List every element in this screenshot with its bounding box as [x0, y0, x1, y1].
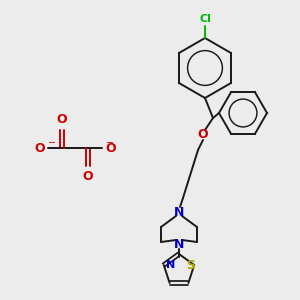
- Text: O: O: [57, 113, 67, 126]
- Text: N: N: [174, 206, 184, 218]
- Text: O: O: [198, 128, 208, 140]
- Text: Cl: Cl: [199, 14, 211, 24]
- Text: N: N: [174, 238, 184, 250]
- Text: O: O: [34, 142, 45, 154]
- Text: S: S: [186, 259, 195, 272]
- Text: N: N: [166, 260, 175, 270]
- Text: −: −: [106, 138, 114, 148]
- Text: O: O: [105, 142, 116, 154]
- Text: −: −: [48, 138, 56, 148]
- Text: O: O: [83, 170, 93, 183]
